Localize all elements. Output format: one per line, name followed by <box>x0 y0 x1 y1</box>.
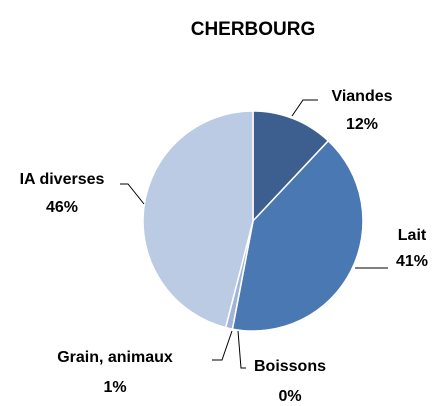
slice-value-label: 12% <box>346 116 378 133</box>
leader-line <box>212 330 233 361</box>
slice-label: Lait <box>398 227 427 244</box>
slice-value-label: 46% <box>46 199 78 216</box>
leader-line <box>291 99 318 117</box>
pie-slice <box>142 110 254 329</box>
leader-line <box>237 330 246 369</box>
slice-value-label: 41% <box>396 253 428 270</box>
slice-label: Grain, animaux <box>57 349 173 366</box>
slice-value-label: 0% <box>278 388 301 405</box>
slice-value-label: 1% <box>103 379 126 396</box>
chart-title: CHERBOURG <box>191 19 316 40</box>
slice-label: IA diverses <box>20 171 105 188</box>
pie-slice <box>231 139 364 332</box>
slice-label: Viandes <box>331 88 392 105</box>
pie-slice <box>252 110 330 223</box>
slice-label: Boissons <box>254 358 326 375</box>
leader-line <box>120 183 145 205</box>
